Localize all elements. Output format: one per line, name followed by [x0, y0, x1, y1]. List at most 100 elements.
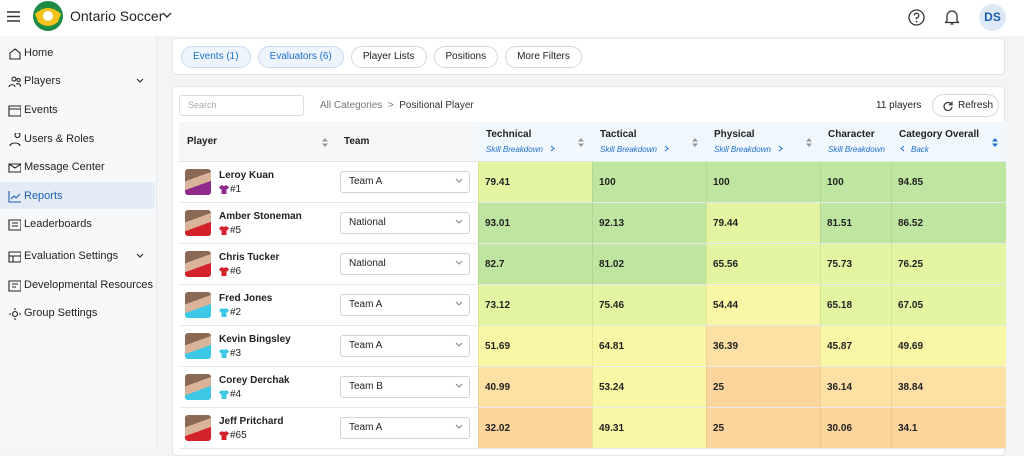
score-cell: 32.02 [478, 408, 592, 449]
column-link-text[interactable]: Skill Breakdown [828, 145, 885, 154]
team-select[interactable]: National [340, 212, 470, 234]
score-cell: 49.31 [592, 408, 706, 449]
column-link[interactable]: Skill Breakdown [828, 145, 885, 154]
team-select[interactable]: Team A [340, 294, 470, 316]
team-select[interactable]: National [340, 253, 470, 275]
nav-item[interactable]: Home [0, 39, 155, 66]
nav-item[interactable]: Events [0, 96, 155, 123]
table-body: Leroy Kuan #1 Team A 79.41 100 100 100 94.85 Amb… [179, 162, 1006, 449]
column-link[interactable]: Back [899, 145, 998, 154]
score-cell: 49.69 [891, 326, 1006, 367]
player-name[interactable]: Fred Jones [219, 292, 273, 304]
player-name[interactable]: Corey Derchak [219, 374, 290, 386]
nav-label[interactable]: Leaderboards [24, 217, 92, 230]
nav-item[interactable]: Evaluation Settings [0, 242, 155, 269]
menu-icon[interactable] [7, 11, 20, 22]
filter-button[interactable]: Positions [433, 46, 499, 68]
nav-label[interactable]: Developmental Resources [24, 278, 154, 291]
nav-label[interactable]: Group Settings [24, 306, 98, 319]
team-select[interactable]: Team A [340, 417, 470, 439]
column-header: Tactical Skill Breakdown [592, 122, 706, 162]
player-name[interactable]: Jeff Pritchard [219, 415, 284, 427]
nav-item[interactable]: Users & Roles [0, 125, 155, 152]
jersey-icon [219, 307, 229, 317]
team-name[interactable]: Team A [349, 340, 383, 351]
nav-label[interactable]: Events [24, 103, 58, 116]
nav-label[interactable]: Home [24, 46, 54, 59]
nav-item[interactable]: Reports [0, 182, 155, 209]
team-name[interactable]: National [349, 258, 386, 269]
column-link[interactable]: Skill Breakdown [486, 145, 584, 154]
app-dropdown[interactable] [162, 12, 172, 19]
team-select[interactable]: Team B [340, 376, 470, 398]
team-select[interactable]: Team A [340, 171, 470, 193]
player-info: Chris Tucker #6 [219, 252, 279, 277]
team-cell: Team B [336, 367, 478, 408]
refresh-label[interactable]: Refresh [958, 100, 994, 111]
score-cell: 30.06 [820, 408, 891, 449]
nav-label[interactable]: Message Center [24, 160, 105, 173]
nav-item[interactable]: Message Center [0, 153, 155, 180]
user-avatar[interactable]: DS [979, 4, 1006, 31]
nav-item[interactable]: Developmental Resources [0, 271, 155, 298]
nav-item[interactable]: Leaderboards [0, 210, 155, 237]
team-name[interactable]: Team B [349, 381, 383, 392]
column-link[interactable]: Skill Breakdown [600, 145, 698, 154]
player-cell: Kevin Bingsley #3 [179, 326, 336, 367]
column-title[interactable]: Technical [486, 129, 532, 140]
nav-label[interactable]: Reports [24, 189, 63, 202]
nav-item[interactable]: Players [0, 67, 155, 94]
team-name[interactable]: Team A [349, 176, 383, 187]
nav-label[interactable]: Users & Roles [24, 132, 95, 145]
player-info: Amber Stoneman #5 [219, 211, 302, 236]
score-cell: 34.1 [891, 408, 1006, 449]
search-input[interactable]: Search [179, 95, 304, 116]
help-icon[interactable] [908, 9, 925, 26]
jersey-number: #4 [230, 388, 242, 400]
filter-button[interactable]: Player Lists [350, 46, 427, 68]
nav-label[interactable]: Evaluation Settings [24, 249, 119, 262]
player-name[interactable]: Leroy Kuan [219, 169, 275, 181]
player-cell: Fred Jones #2 [179, 285, 336, 326]
score-cell: 82.7 [478, 244, 592, 285]
player-number: #65 [219, 430, 283, 441]
team-cell: Team A [336, 408, 478, 449]
jersey-number: #3 [230, 347, 242, 359]
column-link-text[interactable]: Skill Breakdown [600, 145, 657, 154]
breadcrumb-link[interactable]: All Categories [320, 100, 383, 111]
score-cell: 25 [706, 367, 820, 408]
team-name[interactable]: National [349, 217, 386, 228]
column-title[interactable]: Physical [714, 129, 755, 140]
column-link[interactable]: Skill Breakdown [714, 145, 812, 154]
player-name[interactable]: Chris Tucker [219, 251, 280, 263]
column-title[interactable]: Team [344, 136, 370, 147]
team-name[interactable]: Team A [349, 422, 383, 433]
jersey-number: #6 [230, 265, 242, 277]
score-cell: 79.44 [706, 203, 820, 244]
column-title[interactable]: Character [828, 129, 875, 140]
nav-label[interactable]: Players [24, 74, 61, 87]
filter-button[interactable]: Events (1) [181, 46, 251, 68]
team-cell: National [336, 203, 478, 244]
filter-button[interactable]: More Filters [505, 46, 582, 68]
column-link-text[interactable]: Skill Breakdown [486, 145, 543, 154]
refresh-button[interactable]: Refresh [932, 94, 999, 117]
player-photo [185, 333, 211, 359]
team-select[interactable]: Team A [340, 335, 470, 357]
logo[interactable] [32, 0, 64, 32]
player-name[interactable]: Kevin Bingsley [219, 333, 291, 345]
column-title[interactable]: Player [187, 136, 218, 147]
column-title[interactable]: Category Overall [899, 129, 980, 140]
column-link-text[interactable]: Back [911, 145, 929, 154]
jersey-number: #1 [230, 183, 242, 195]
nav-item[interactable]: Group Settings [0, 299, 155, 326]
notifications-icon[interactable] [945, 9, 959, 26]
column-title[interactable]: Tactical [600, 129, 637, 140]
team-name[interactable]: Team A [349, 299, 383, 310]
player-name[interactable]: Amber Stoneman [219, 210, 302, 222]
app-name[interactable]: Ontario Soccer [70, 8, 164, 24]
score-cell: 94.85 [891, 162, 1006, 203]
filter-button[interactable]: Evaluators (6) [257, 46, 344, 68]
column-link-text[interactable]: Skill Breakdown [714, 145, 771, 154]
score-cell: 100 [706, 162, 820, 203]
